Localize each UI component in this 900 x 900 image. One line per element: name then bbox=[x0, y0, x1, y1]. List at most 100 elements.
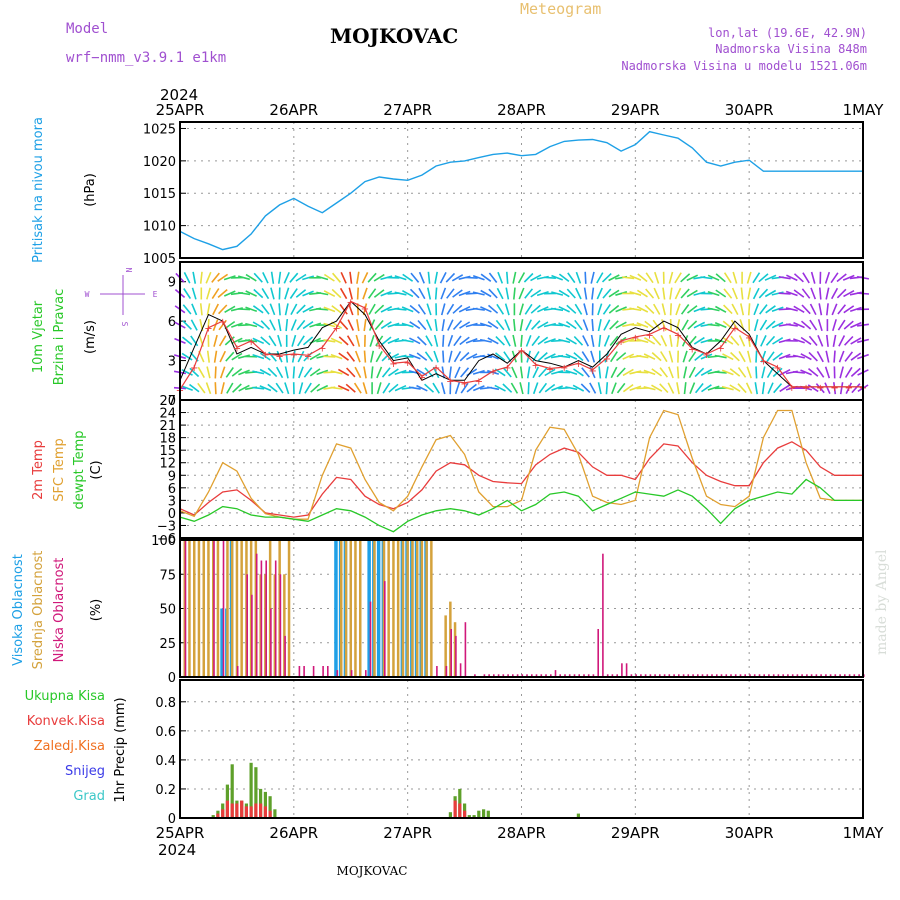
wind-arrow bbox=[722, 320, 734, 330]
wind-arrow bbox=[525, 319, 533, 331]
wind-arrow bbox=[694, 382, 704, 394]
mid-cloud-ylabel: Srednja Oblacnost bbox=[31, 551, 46, 670]
wind-arrow bbox=[753, 319, 759, 332]
wind-arrow bbox=[434, 318, 438, 332]
wind-arrow bbox=[310, 383, 321, 393]
temp-ytick-label: 0 bbox=[168, 507, 176, 522]
wind-arrow bbox=[253, 288, 264, 299]
wind-arrow bbox=[330, 337, 343, 345]
wind-arrow bbox=[573, 352, 584, 362]
wind-speed-marker: + bbox=[375, 341, 383, 352]
wind-arrow bbox=[669, 303, 672, 316]
low-cloud-bar bbox=[222, 540, 225, 677]
wind-arrow bbox=[316, 291, 329, 296]
wind-arrow bbox=[218, 335, 227, 347]
temp-ytick-label: 12 bbox=[159, 457, 176, 472]
wind-arrow bbox=[687, 305, 698, 314]
wind-arrow bbox=[206, 287, 211, 300]
wind-arrow bbox=[502, 383, 513, 393]
wind-speed-marker: + bbox=[532, 361, 540, 372]
wind-arrow bbox=[225, 367, 234, 378]
wind-arrow bbox=[270, 287, 275, 300]
wind-arrow bbox=[608, 274, 620, 282]
wind-arrow bbox=[212, 303, 220, 316]
wind-arrow bbox=[302, 321, 314, 330]
wind-arrow bbox=[837, 319, 846, 331]
total-precip-bar bbox=[268, 796, 272, 818]
wind-arrow bbox=[793, 321, 805, 329]
wind-speed-marker: + bbox=[275, 351, 283, 362]
wind-arrow bbox=[661, 303, 666, 316]
low-cloud-bar bbox=[260, 560, 263, 677]
wind-arrow bbox=[289, 272, 299, 283]
wind-arrow bbox=[668, 271, 674, 284]
wind-speed-marker: + bbox=[574, 359, 582, 370]
wind-arrow bbox=[349, 271, 353, 284]
wind-arrow bbox=[573, 335, 584, 346]
wind-arrow bbox=[190, 319, 198, 331]
wind-arrow bbox=[731, 303, 739, 315]
total-precip-bar bbox=[467, 815, 471, 818]
wind-arrow bbox=[832, 319, 837, 332]
wind-arrow bbox=[189, 383, 200, 393]
wind-arrow bbox=[667, 382, 675, 394]
wind-arrow bbox=[245, 273, 257, 282]
mid-cloud-bar bbox=[216, 540, 220, 677]
wind-arrow bbox=[793, 305, 805, 313]
wind-arrow bbox=[285, 319, 289, 332]
low-cloud-bar bbox=[782, 674, 784, 677]
wind-arrow bbox=[252, 337, 265, 345]
wind-arrow bbox=[573, 368, 584, 377]
low-cloud-bar bbox=[801, 674, 803, 677]
wind-arrow bbox=[755, 366, 758, 379]
wind-arrow bbox=[511, 366, 518, 379]
wind-arrow bbox=[309, 352, 321, 361]
wind-arrow bbox=[817, 334, 824, 347]
wind-arrow bbox=[338, 368, 350, 377]
wind-arrow bbox=[316, 308, 329, 311]
wind-arrow bbox=[253, 272, 263, 283]
wind-arrow bbox=[844, 335, 854, 346]
wind-arrow bbox=[532, 366, 540, 379]
wind-arrow bbox=[800, 369, 812, 376]
low-cloud-bar bbox=[687, 674, 690, 677]
wind-arrow bbox=[530, 274, 542, 282]
wind-arrow bbox=[694, 352, 705, 362]
wind-arrow bbox=[278, 271, 282, 284]
wind-arrow bbox=[680, 304, 690, 315]
wind-arrow bbox=[425, 335, 433, 347]
wind-arrow bbox=[831, 303, 838, 316]
wind-arrow bbox=[368, 303, 376, 315]
conv-precip-bar bbox=[225, 800, 229, 818]
wind-arrow bbox=[362, 382, 368, 395]
low-cloud-bar bbox=[720, 674, 723, 677]
wind-arrow bbox=[472, 291, 485, 296]
wind-arrow bbox=[513, 319, 516, 332]
low-cloud-bar bbox=[834, 674, 837, 677]
wind-arrow bbox=[440, 303, 446, 316]
wind-arrow bbox=[298, 366, 304, 379]
low-cloud-bar bbox=[493, 674, 495, 677]
wind-arrow bbox=[843, 289, 855, 298]
wind-arrow bbox=[629, 291, 642, 296]
wind-arrow bbox=[181, 336, 193, 346]
total-precip-bar bbox=[249, 762, 253, 818]
wind-arrow bbox=[676, 334, 680, 347]
wind-arrow bbox=[191, 287, 197, 300]
mid-cloud-bar bbox=[254, 540, 258, 677]
wind-arrow bbox=[721, 385, 734, 391]
wind-arrow bbox=[682, 350, 688, 363]
wind-arrow bbox=[460, 382, 469, 394]
wind-arrow bbox=[551, 324, 564, 327]
wind-arrow bbox=[381, 336, 392, 346]
low-cloud-bar bbox=[298, 666, 301, 677]
low-cloud-bar bbox=[526, 674, 528, 677]
wind-arrow bbox=[295, 289, 307, 298]
wind-speed-marker: + bbox=[617, 337, 625, 348]
wind-arrow bbox=[681, 319, 689, 331]
wind-arrow bbox=[771, 306, 784, 313]
wind-arrow bbox=[597, 303, 603, 316]
conv-precip-bar bbox=[230, 803, 234, 818]
wind-arrow bbox=[591, 319, 594, 332]
wind-arrow bbox=[832, 334, 837, 347]
